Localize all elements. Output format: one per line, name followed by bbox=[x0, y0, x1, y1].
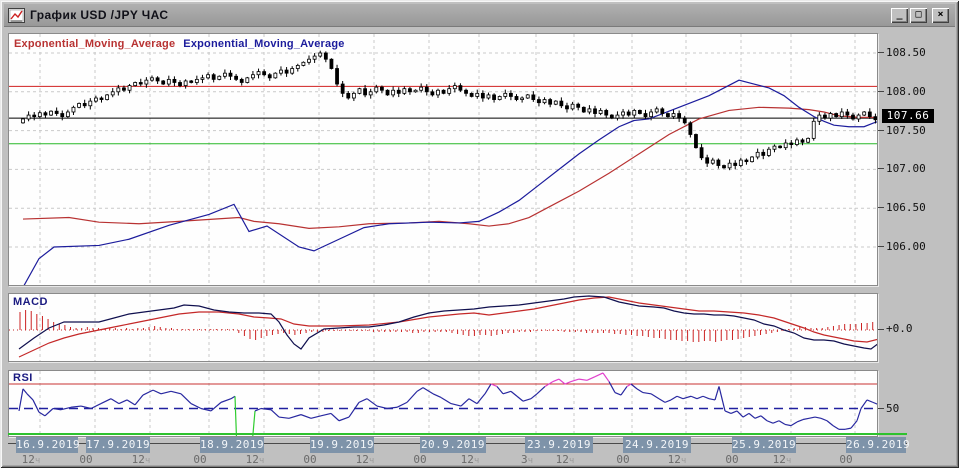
time-label: 12ч bbox=[555, 453, 575, 467]
ema-fast-blue-line bbox=[23, 79, 877, 285]
time-label: 12ч bbox=[772, 453, 792, 467]
candlestick-layer bbox=[21, 50, 877, 171]
price-axis-tick bbox=[878, 168, 884, 170]
time-label: 3ч bbox=[520, 453, 534, 467]
time-label: 00 bbox=[839, 453, 853, 466]
grid-layer bbox=[39, 371, 856, 436]
date-badge: 20.9.2019 bbox=[420, 437, 486, 453]
date-badge: 19.9.2019 bbox=[310, 437, 375, 453]
time-axis: 16.9.2019 17.9.2019 18.9.2019 19.9.2019 20.9… bbox=[0, 433, 959, 467]
macd-label: MACD bbox=[13, 296, 48, 308]
grid-layer bbox=[39, 294, 856, 361]
ema-lines bbox=[22, 79, 877, 285]
price-axis-label: 107.50 bbox=[886, 123, 926, 137]
price-chart-panel[interactable] bbox=[8, 33, 878, 286]
macd-signal-line bbox=[18, 296, 877, 358]
price-axis-tick bbox=[878, 246, 884, 247]
date-badge: 26.9.2019 bbox=[846, 437, 911, 453]
macd-histogram bbox=[19, 310, 874, 342]
current-price-badge: 107.66 bbox=[882, 109, 934, 123]
price-axis-tick bbox=[878, 52, 884, 53]
time-label: 12ч bbox=[245, 453, 265, 467]
chart-icon bbox=[8, 7, 25, 23]
title-bar[interactable]: График USD /JPY ЧАС _ □ × bbox=[4, 4, 955, 27]
time-label: 12ч bbox=[21, 453, 41, 467]
date-badge: 16.9.2019 bbox=[16, 437, 81, 453]
rsi-chart[interactable] bbox=[9, 371, 877, 436]
minimize-button[interactable]: _ bbox=[891, 7, 908, 23]
price-axis-label: 107.00 bbox=[886, 162, 926, 176]
date-badge: 24.9.2019 bbox=[623, 437, 691, 453]
time-label: 00 bbox=[193, 453, 207, 466]
time-label: 12ч bbox=[460, 453, 480, 467]
macd-zero-label: +0.0 bbox=[886, 322, 913, 335]
date-badge: 18.9.2019 bbox=[200, 437, 265, 453]
axis-green-line bbox=[8, 433, 907, 435]
rsi-line bbox=[18, 372, 877, 436]
candlestick-chart[interactable] bbox=[9, 34, 877, 285]
time-label: 00 bbox=[413, 453, 427, 466]
maximize-button[interactable]: □ bbox=[910, 7, 927, 23]
time-label: 12ч bbox=[355, 453, 375, 467]
date-badge: 25.9.2019 bbox=[732, 437, 797, 453]
price-axis-label: 108.50 bbox=[886, 46, 926, 59]
ema-slow-red-line bbox=[22, 106, 877, 229]
macd-chart[interactable] bbox=[9, 294, 877, 361]
window-title: График USD /JPY ЧАС bbox=[30, 8, 169, 22]
time-label: 00 bbox=[303, 453, 317, 466]
macd-main-line bbox=[18, 295, 877, 350]
price-axis-label: 106.50 bbox=[886, 201, 926, 215]
time-label: 12ч bbox=[667, 453, 687, 467]
rsi-panel[interactable] bbox=[8, 370, 878, 437]
macd-zero-tick bbox=[878, 329, 884, 330]
price-axis-tick bbox=[878, 90, 884, 92]
price-axis-label: 108.00 bbox=[886, 84, 926, 98]
price-axis-label: 106.00 bbox=[886, 240, 926, 253]
macd-panel[interactable] bbox=[8, 293, 878, 362]
indicator-legend: Exponential_Moving_Average Exponential_Mo… bbox=[14, 38, 345, 50]
rsi-mid-tick bbox=[878, 408, 884, 409]
legend-ema-red: Exponential_Moving_Average bbox=[14, 38, 176, 50]
time-label: 00 bbox=[725, 453, 739, 466]
close-button[interactable]: × bbox=[932, 7, 949, 23]
rsi-label: RSI bbox=[13, 372, 33, 384]
legend-ema-blue: Exponential_Moving_Average bbox=[183, 38, 345, 50]
price-axis-tick bbox=[878, 129, 884, 131]
price-axis-tick bbox=[878, 207, 884, 209]
date-badge: 23.9.2019 bbox=[525, 437, 593, 453]
time-label: 00 bbox=[616, 453, 630, 466]
time-label: 00 bbox=[79, 453, 93, 466]
horizontal-price-lines bbox=[9, 85, 877, 145]
rsi-mid-label: 50 bbox=[886, 402, 900, 415]
date-badge: 17.9.2019 bbox=[86, 437, 151, 453]
time-label: 12ч bbox=[131, 453, 151, 467]
